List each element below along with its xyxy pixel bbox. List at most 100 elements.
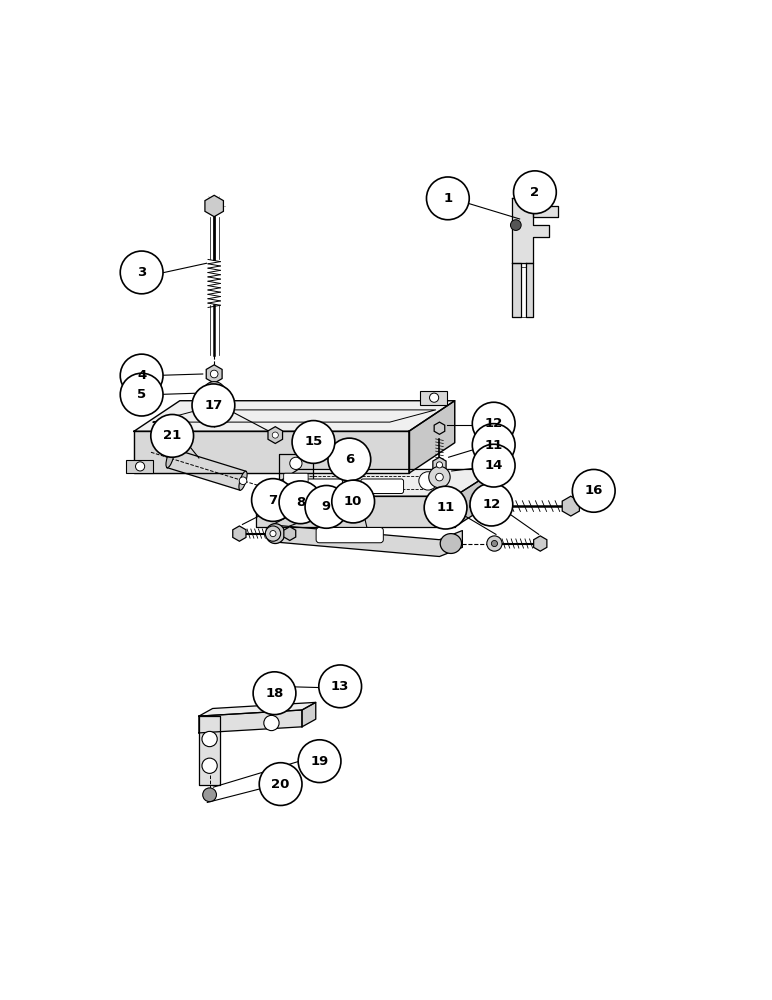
- Text: 9: 9: [322, 500, 331, 513]
- Text: 14: 14: [485, 459, 503, 472]
- Polygon shape: [455, 469, 496, 527]
- Ellipse shape: [440, 534, 462, 553]
- Polygon shape: [276, 525, 462, 557]
- Text: 1: 1: [443, 192, 452, 205]
- Circle shape: [470, 483, 513, 526]
- Text: 12: 12: [485, 417, 503, 430]
- Circle shape: [290, 457, 302, 469]
- Text: 5: 5: [137, 388, 146, 401]
- Circle shape: [472, 444, 515, 487]
- Polygon shape: [268, 427, 283, 443]
- Polygon shape: [205, 195, 223, 217]
- Circle shape: [202, 758, 217, 773]
- Circle shape: [305, 485, 348, 528]
- Text: 21: 21: [163, 429, 181, 442]
- Text: 16: 16: [584, 484, 603, 497]
- Polygon shape: [167, 449, 246, 490]
- Circle shape: [436, 462, 442, 468]
- Circle shape: [428, 466, 450, 488]
- Polygon shape: [533, 206, 558, 217]
- Polygon shape: [302, 702, 316, 727]
- Circle shape: [264, 685, 279, 700]
- Text: 11: 11: [436, 501, 455, 514]
- Circle shape: [328, 438, 371, 481]
- Text: 8: 8: [296, 496, 305, 509]
- Circle shape: [319, 665, 361, 708]
- Polygon shape: [256, 469, 496, 496]
- Text: 12: 12: [482, 498, 500, 511]
- FancyBboxPatch shape: [316, 527, 384, 543]
- Circle shape: [513, 171, 557, 214]
- Text: 15: 15: [304, 435, 323, 448]
- Circle shape: [424, 486, 467, 529]
- Circle shape: [203, 382, 225, 405]
- Ellipse shape: [239, 471, 247, 490]
- Polygon shape: [279, 454, 313, 496]
- Circle shape: [253, 672, 296, 715]
- Text: 20: 20: [272, 778, 290, 791]
- Bar: [421, 391, 447, 405]
- Text: 13: 13: [331, 680, 350, 693]
- Circle shape: [273, 432, 279, 438]
- Text: 2: 2: [530, 186, 540, 199]
- Polygon shape: [512, 263, 521, 317]
- Circle shape: [120, 251, 163, 294]
- Circle shape: [151, 414, 194, 457]
- Polygon shape: [233, 526, 246, 541]
- Circle shape: [269, 689, 275, 695]
- Circle shape: [266, 526, 280, 541]
- Text: 19: 19: [310, 755, 329, 768]
- Text: 17: 17: [205, 399, 222, 412]
- Polygon shape: [199, 710, 302, 733]
- Bar: [127, 460, 153, 473]
- Circle shape: [120, 373, 163, 416]
- Circle shape: [426, 177, 469, 220]
- Circle shape: [259, 763, 302, 805]
- Polygon shape: [284, 527, 296, 540]
- Polygon shape: [409, 401, 455, 473]
- Polygon shape: [512, 198, 549, 263]
- Text: 10: 10: [344, 495, 362, 508]
- Circle shape: [279, 481, 322, 524]
- Polygon shape: [521, 267, 526, 317]
- Circle shape: [419, 472, 437, 490]
- Circle shape: [136, 462, 144, 471]
- Text: 3: 3: [137, 266, 146, 279]
- Ellipse shape: [266, 524, 285, 544]
- Circle shape: [210, 370, 218, 378]
- Circle shape: [510, 220, 521, 230]
- Circle shape: [270, 531, 276, 537]
- Text: 11: 11: [485, 439, 503, 452]
- Polygon shape: [206, 365, 222, 383]
- Circle shape: [332, 480, 374, 523]
- Circle shape: [202, 731, 217, 747]
- Polygon shape: [256, 496, 455, 527]
- Circle shape: [472, 424, 515, 466]
- Circle shape: [487, 536, 502, 551]
- Polygon shape: [199, 716, 220, 785]
- Circle shape: [252, 479, 294, 521]
- FancyBboxPatch shape: [361, 479, 404, 494]
- Circle shape: [492, 540, 497, 547]
- FancyBboxPatch shape: [283, 473, 308, 484]
- Circle shape: [298, 740, 341, 783]
- Circle shape: [292, 421, 335, 463]
- Text: 7: 7: [269, 493, 278, 506]
- Polygon shape: [533, 536, 547, 551]
- Circle shape: [429, 393, 438, 402]
- Text: 18: 18: [266, 687, 283, 700]
- Text: 6: 6: [345, 453, 354, 466]
- Ellipse shape: [166, 449, 174, 468]
- Circle shape: [120, 354, 163, 397]
- Polygon shape: [134, 431, 409, 473]
- Polygon shape: [134, 401, 455, 431]
- Circle shape: [435, 473, 443, 481]
- Circle shape: [192, 384, 235, 427]
- Polygon shape: [199, 702, 316, 716]
- Text: 4: 4: [137, 369, 146, 382]
- Circle shape: [264, 715, 279, 731]
- Circle shape: [472, 402, 515, 445]
- Polygon shape: [433, 457, 446, 473]
- Polygon shape: [434, 422, 445, 434]
- FancyBboxPatch shape: [300, 479, 343, 494]
